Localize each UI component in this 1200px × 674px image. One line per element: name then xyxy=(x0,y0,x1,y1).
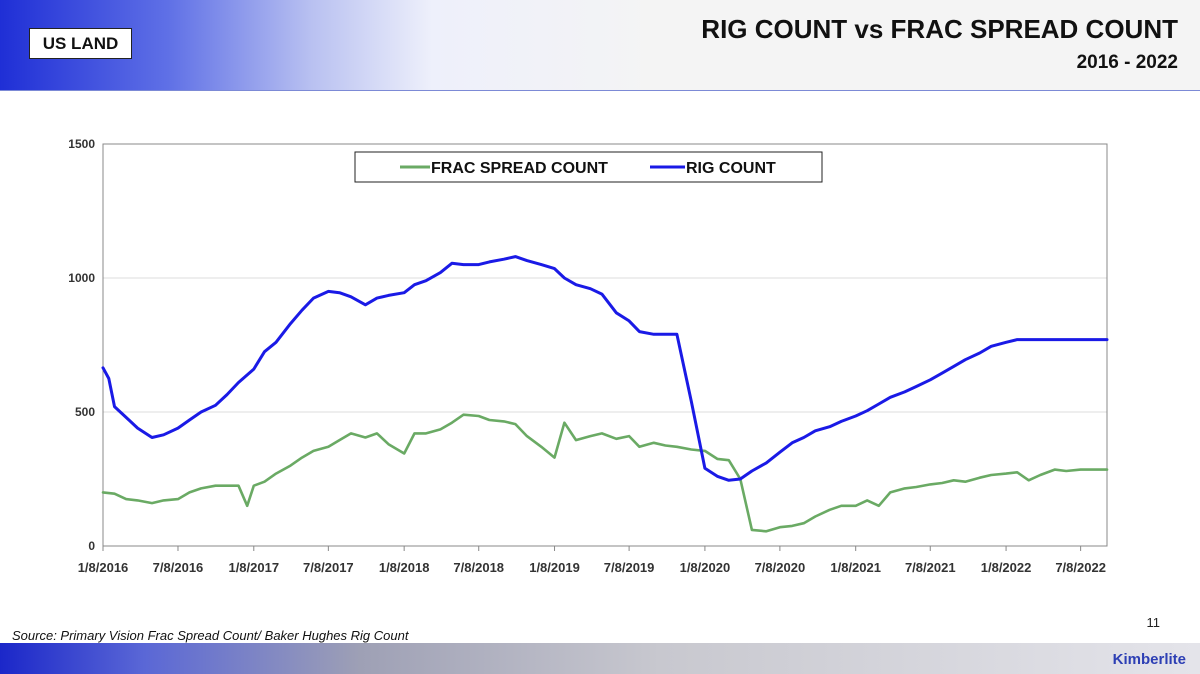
footer-band xyxy=(0,643,1200,674)
x-tick-label: 7/8/2017 xyxy=(303,560,354,575)
region-badge: US LAND xyxy=(29,28,132,59)
series-rig-count xyxy=(101,255,1109,482)
x-tick-label: 1/8/2018 xyxy=(379,560,430,575)
legend-box xyxy=(354,151,823,183)
header-band xyxy=(0,0,1200,90)
x-tick-label: 1/8/2022 xyxy=(981,560,1032,575)
x-tick-label: 7/8/2019 xyxy=(604,560,655,575)
legend-label-rig: RIG COUNT xyxy=(686,160,776,177)
x-tick-label: 7/8/2022 xyxy=(1055,560,1106,575)
x-tick-label: 1/8/2016 xyxy=(78,560,129,575)
x-tick-label: 1/8/2017 xyxy=(228,560,279,575)
y-tick-label: 500 xyxy=(75,405,95,419)
y-tick-label: 0 xyxy=(88,539,95,553)
x-axis: 1/8/2016 7/8/2016 1/8/2017 7/8/2017 1/8/2018… xyxy=(78,546,1106,575)
plot-frame xyxy=(102,143,1108,547)
x-tick-label: 1/8/2020 xyxy=(680,560,731,575)
slide-subtitle: 2016 - 2022 xyxy=(1076,52,1178,73)
series-layer xyxy=(101,255,1109,533)
x-tick-label: 7/8/2020 xyxy=(755,560,806,575)
source-note: Source: Primary Vision Frac Spread Count… xyxy=(12,628,409,643)
header-divider xyxy=(0,90,1200,91)
series-frac-spread-count xyxy=(101,413,1109,533)
page-number: 11 xyxy=(1146,615,1161,630)
x-tick-label: 1/8/2021 xyxy=(830,560,881,575)
y-tick-label: 1000 xyxy=(68,271,95,285)
x-tick-label: 7/8/2018 xyxy=(453,560,504,575)
y-axis: 0 500 1000 1500 xyxy=(68,137,95,553)
slide-title: RIG COUNT vs FRAC SPREAD COUNT xyxy=(701,14,1178,44)
legend-label-frac: FRAC SPREAD COUNT xyxy=(431,160,608,177)
x-tick-label: 1/8/2019 xyxy=(529,560,580,575)
x-tick-label: 7/8/2016 xyxy=(153,560,204,575)
y-tick-label: 1500 xyxy=(68,137,95,151)
legend: FRAC SPREAD COUNT RIG COUNT xyxy=(354,151,823,183)
brand-logo-text: Kimberlite xyxy=(1112,651,1186,668)
x-tick-label: 7/8/2021 xyxy=(905,560,956,575)
line-chart: 0 500 1000 1500 1/8/2016 7/8/2016 1/8/2017 7/8… xyxy=(68,137,1109,575)
